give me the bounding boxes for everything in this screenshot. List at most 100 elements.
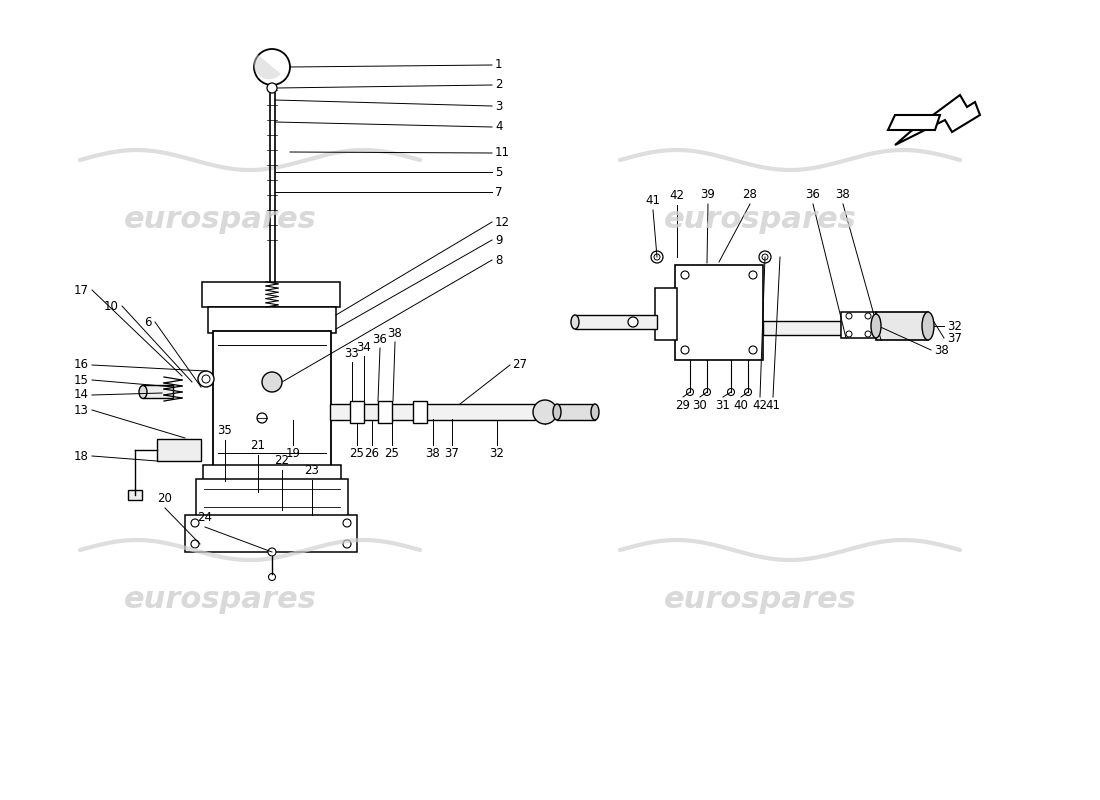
Circle shape — [343, 540, 351, 548]
Polygon shape — [888, 115, 940, 130]
Text: 40: 40 — [734, 399, 748, 412]
Text: 3: 3 — [495, 99, 503, 113]
Circle shape — [628, 317, 638, 327]
Text: 2: 2 — [495, 78, 503, 91]
Bar — [157, 439, 201, 461]
Circle shape — [268, 548, 276, 556]
Bar — [842, 312, 876, 338]
Text: 21: 21 — [251, 439, 265, 452]
Text: 38: 38 — [426, 447, 440, 460]
Polygon shape — [895, 95, 980, 145]
Circle shape — [745, 389, 751, 395]
Text: 35: 35 — [218, 424, 232, 437]
Ellipse shape — [871, 314, 881, 338]
Text: 25: 25 — [385, 447, 399, 460]
Circle shape — [681, 271, 689, 279]
Circle shape — [654, 254, 660, 260]
Circle shape — [651, 251, 663, 263]
Text: eurospares: eurospares — [123, 206, 317, 234]
Bar — [185, 515, 358, 552]
Circle shape — [198, 371, 214, 387]
Circle shape — [727, 389, 735, 395]
Text: 13: 13 — [74, 403, 89, 417]
Text: 15: 15 — [74, 374, 89, 386]
Circle shape — [865, 313, 871, 319]
Text: 18: 18 — [74, 450, 89, 462]
Text: 5: 5 — [495, 166, 503, 178]
Text: 38: 38 — [836, 188, 850, 201]
Text: 1: 1 — [495, 58, 503, 71]
Text: 7: 7 — [495, 186, 503, 198]
Bar — [378, 401, 392, 423]
Circle shape — [762, 254, 768, 260]
Text: eurospares: eurospares — [123, 586, 317, 614]
Text: 38: 38 — [387, 327, 403, 340]
Ellipse shape — [591, 404, 600, 420]
Text: 41: 41 — [646, 194, 660, 207]
Text: 28: 28 — [742, 188, 758, 201]
Text: 26: 26 — [364, 447, 380, 460]
Ellipse shape — [553, 404, 561, 420]
Circle shape — [681, 346, 689, 354]
Circle shape — [268, 574, 275, 581]
Text: 34: 34 — [356, 341, 372, 354]
Bar — [143, 385, 173, 398]
Text: 39: 39 — [701, 188, 715, 201]
Text: 36: 36 — [805, 188, 821, 201]
Circle shape — [846, 331, 852, 337]
Text: 12: 12 — [495, 215, 510, 229]
Bar — [675, 265, 763, 360]
Bar — [763, 321, 842, 335]
Text: 29: 29 — [675, 399, 691, 412]
Bar — [128, 490, 142, 500]
Text: 24: 24 — [198, 511, 212, 524]
Circle shape — [759, 251, 771, 263]
Circle shape — [257, 413, 267, 423]
Ellipse shape — [571, 315, 579, 329]
Bar — [213, 331, 331, 467]
Text: 36: 36 — [373, 333, 387, 346]
Text: 9: 9 — [495, 234, 503, 246]
Text: 22: 22 — [275, 454, 289, 467]
Circle shape — [846, 313, 852, 319]
Circle shape — [704, 389, 711, 395]
Circle shape — [191, 519, 199, 527]
Circle shape — [262, 372, 282, 392]
Text: 8: 8 — [495, 254, 503, 266]
Ellipse shape — [922, 312, 934, 340]
Bar — [412, 401, 427, 423]
Text: 37: 37 — [947, 331, 961, 345]
Bar — [202, 282, 340, 307]
Text: 6: 6 — [144, 315, 152, 329]
Circle shape — [865, 331, 871, 337]
Text: 10: 10 — [104, 299, 119, 313]
Bar — [654, 288, 676, 340]
Text: 20: 20 — [157, 492, 173, 505]
Text: 41: 41 — [766, 399, 781, 412]
Text: 33: 33 — [344, 347, 360, 360]
Circle shape — [749, 346, 757, 354]
Ellipse shape — [139, 386, 147, 398]
Text: 42: 42 — [752, 399, 768, 412]
Circle shape — [191, 540, 199, 548]
Text: 31: 31 — [716, 399, 730, 412]
Text: 14: 14 — [74, 389, 89, 402]
Text: 38: 38 — [934, 343, 948, 357]
Text: 11: 11 — [495, 146, 510, 159]
Text: 19: 19 — [286, 447, 300, 460]
Circle shape — [343, 519, 351, 527]
Bar — [575, 315, 657, 329]
Circle shape — [534, 400, 557, 424]
Text: 30: 30 — [693, 399, 707, 412]
Bar — [196, 479, 348, 517]
Circle shape — [267, 83, 277, 93]
Text: 4: 4 — [495, 121, 503, 134]
Bar — [350, 401, 364, 423]
Circle shape — [686, 389, 693, 395]
Circle shape — [202, 375, 210, 383]
Bar — [204, 465, 341, 481]
Bar — [876, 312, 928, 340]
Text: 25: 25 — [350, 447, 364, 460]
Text: 27: 27 — [512, 358, 527, 371]
Text: 17: 17 — [74, 283, 89, 297]
